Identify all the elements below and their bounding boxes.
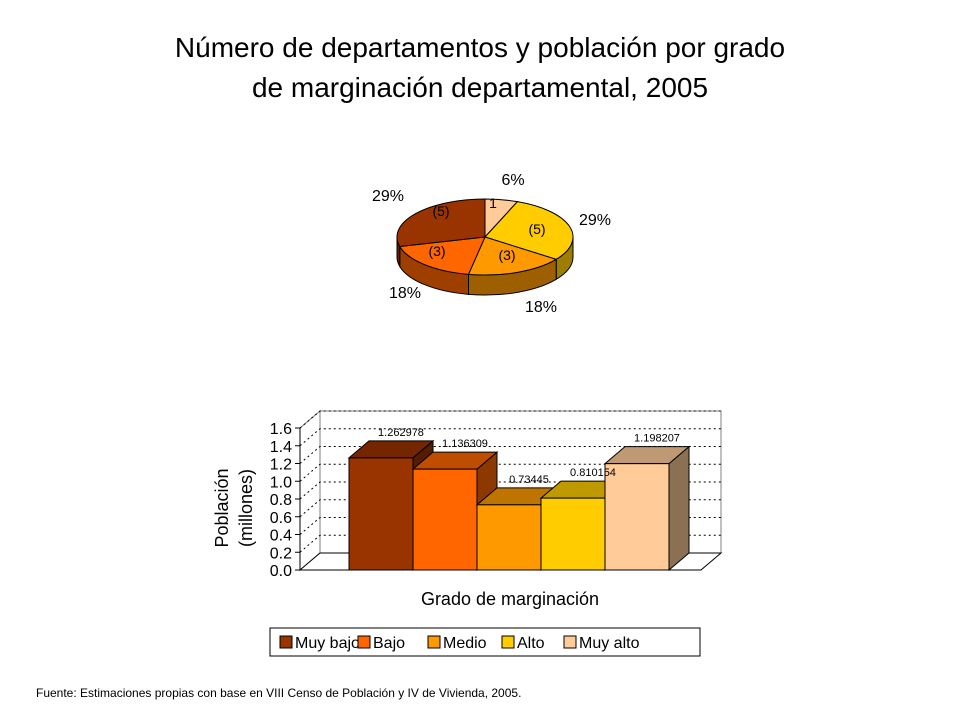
bar-bajo [412,468,478,571]
legend-swatch-medio [427,635,441,649]
y-tick-label: 0.0 [270,563,292,580]
bar-medio [476,504,542,571]
gridlines [299,410,721,553]
data-label-medio: 0.73445 [509,474,549,486]
pie-chart: 16% (5) 29% (3) 18% (3) 18% (5) 29% [372,172,611,316]
bar-alto [540,497,606,571]
gridline [299,410,721,429]
bar-side-muy-alto [668,445,690,572]
legend-box [269,627,701,657]
legend-swatch-muy-alto [563,635,577,649]
gridline [299,534,721,553]
y-tick-label: 1.4 [270,439,292,456]
pie-count-label-medio: (3) [498,247,515,263]
legend-label-muy-bajo: Muy bajo [295,635,360,652]
title-line-2: de marginación departamental, 2005 [251,72,709,103]
bar-chart: 0.00.20.40.60.81.01.21.41.6 1.262978 1.136… [212,409,723,657]
y-axis-title-line-2: (millones) [236,469,256,547]
x-axis-title: Grado de marginación [421,589,599,609]
y-tick-label: 0.8 [270,492,292,509]
data-label-muy-bajo: 1.262978 [378,427,424,439]
y-tick-label: 1.6 [270,421,292,438]
bars [347,439,691,572]
pie-percent-label-muy-alto: 6% [501,172,524,189]
pie-percent-label-muy-bajo: 29% [372,188,404,205]
legend-swatch-bajo [357,635,371,649]
y-tick-label: 0.4 [270,528,292,545]
legend-label-bajo: Bajo [373,635,405,652]
legend-label-muy-alto: Muy alto [579,635,640,652]
pie-count-label-muy-bajo: (5) [432,203,449,219]
pie-slice-alto [484,201,574,260]
plot-side-wall [299,409,321,572]
legend-swatch-alto [501,635,515,649]
legend: Muy bajo Bajo Medio Alto Muy alto [269,627,701,657]
legend-label-alto: Alto [517,635,545,652]
pie-percent-label-bajo: 18% [389,285,421,302]
data-label-alto: 0.810154 [570,467,616,479]
pie-percent-label-alto: 29% [579,212,611,229]
gridline [299,499,721,518]
y-tick-label: 1.2 [270,457,292,474]
gridline [299,446,721,464]
legend-swatch-muy-bajo [279,635,293,649]
pie-count-label-alto: (5) [528,221,545,237]
y-tick-labels: 0.00.20.40.60.81.01.21.41.6 [270,421,292,580]
gridline [299,428,721,447]
y-tick-label: 1.0 [270,474,292,491]
data-label-muy-alto: 1.198207 [634,433,680,445]
data-label-bajo: 1.136309 [442,438,488,450]
y-tick-label: 0.2 [270,545,292,562]
data-labels: 1.262978 1.136309 0.73445 0.810154 1.198207 [378,427,680,486]
pie-slice-medio [467,236,558,276]
y-axis-title-line-1: Población [212,468,232,547]
bar-muy-alto [604,463,670,571]
gridline [299,517,721,535]
source-note: Fuente: Estimaciones propias con base en… [36,686,522,700]
pie-count-label-muy-alto: 1 [489,195,497,211]
bar-muy-bajo [348,457,414,571]
title-line-1: Número de departamentos y población por … [174,32,786,63]
y-tick-label: 0.6 [270,510,292,527]
pie-percent-label-medio: 18% [525,299,557,316]
gridline [299,463,721,482]
gridline [299,481,721,500]
pie-slice-muy-bajo [396,198,486,247]
pie-slice-bajo [398,236,486,275]
pie-count-label-bajo: (3) [428,243,445,259]
legend-label-medio: Medio [443,635,487,652]
chart-title: Número de departamentos y población por … [0,28,960,108]
